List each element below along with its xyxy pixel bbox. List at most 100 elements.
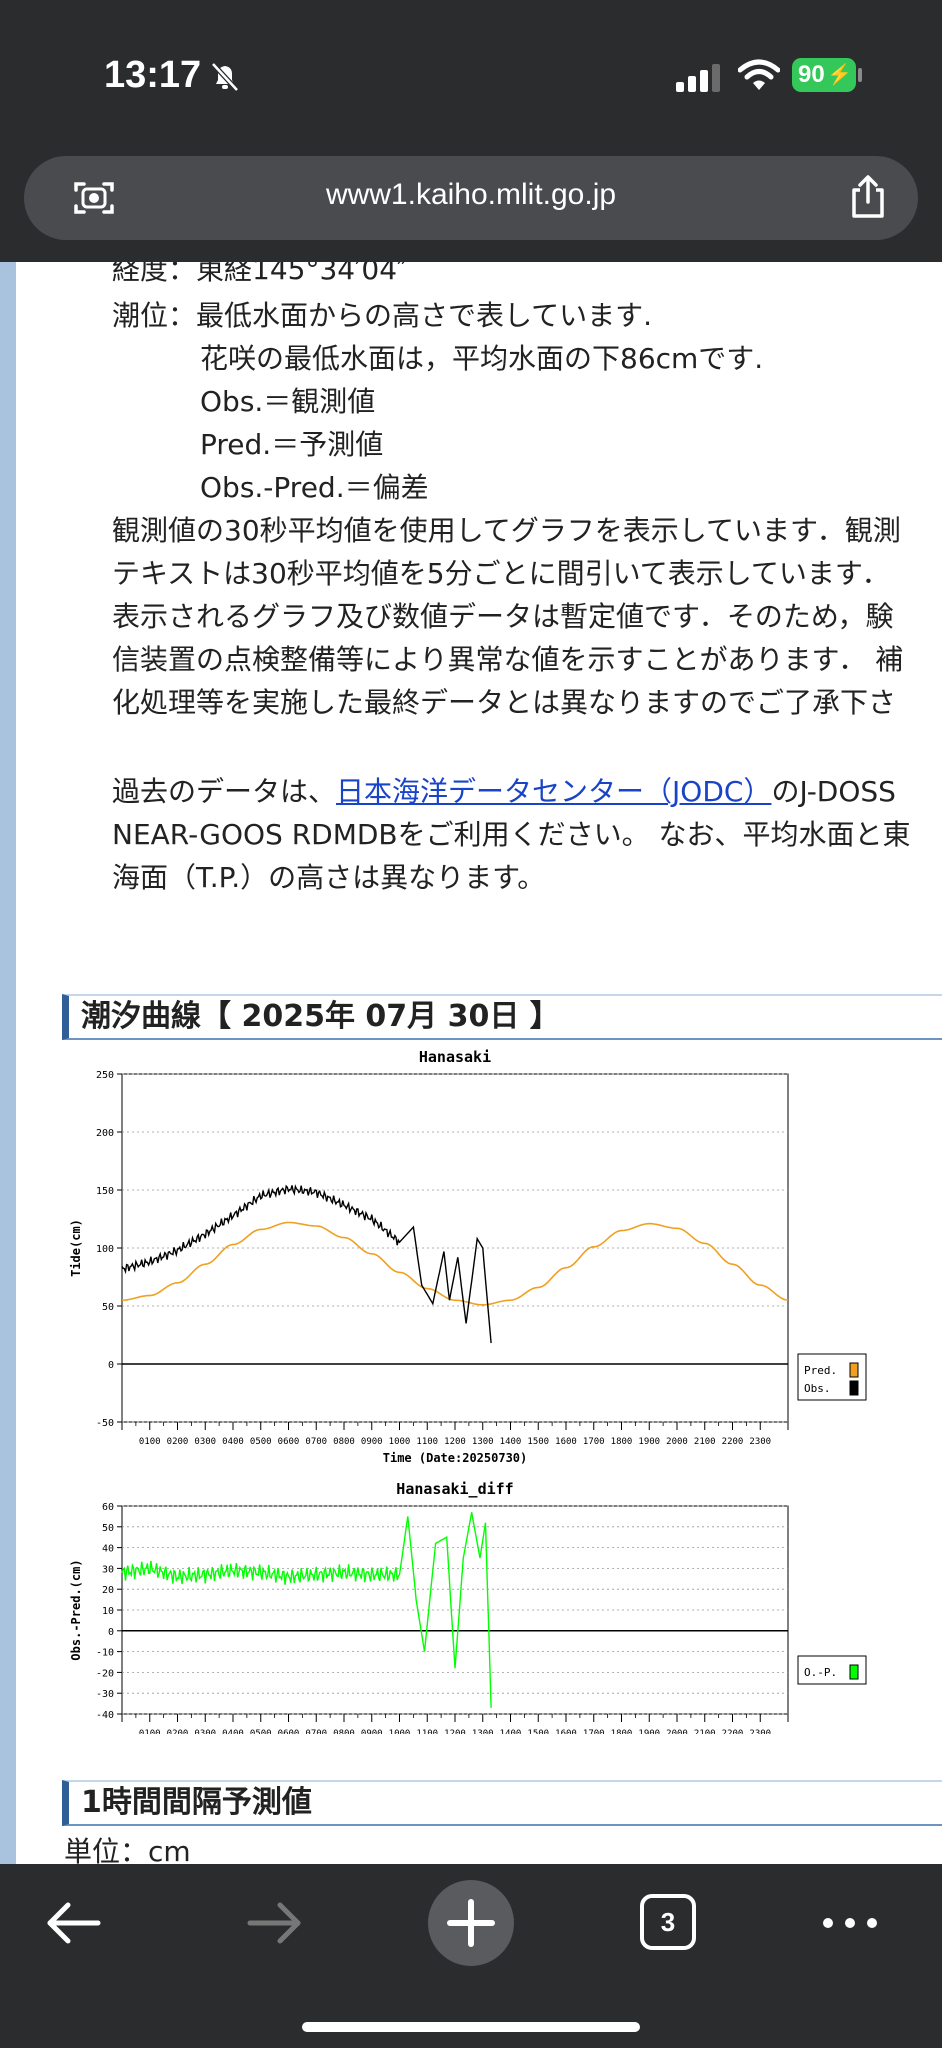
legend-label: Obs. [804, 1382, 831, 1395]
y-tick-label: 20 [102, 1585, 114, 1596]
web-content: 経度：東経145°34′04″ 潮位：最低水面からの高さで表しています. 花咲の… [0, 262, 942, 1864]
x-tick-label: 1600 [555, 1437, 577, 1447]
x-tick-label: 0600 [278, 1729, 300, 1734]
series-line-op [121, 1512, 492, 1708]
browser-top-bar: 13:17 90 ⚡ www1.kaiho.mlit.go.jp [0, 0, 942, 262]
x-tick-label: 1400 [500, 1729, 522, 1734]
cellular-signal-icon [676, 64, 720, 92]
series-line-pred [121, 1221, 789, 1306]
more-options-icon[interactable] [820, 1908, 880, 1938]
x-tick-label: 2000 [666, 1729, 688, 1734]
chart-title: Hanasaki [419, 1048, 491, 1066]
chart-title: Hanasaki_diff [396, 1480, 513, 1498]
past-data-suffix: のJ-DOSS [771, 775, 896, 808]
x-tick-label: 2200 [722, 1437, 744, 1447]
x-tick-label: 1300 [472, 1729, 494, 1734]
y-tick-label: -20 [96, 1668, 114, 1679]
y-tick-label: 200 [96, 1128, 114, 1139]
series-line-obs [121, 1184, 492, 1344]
tide-chart: Hanasaki -50 0 50 100 150 200 250 0100 0200 0300 04… [69, 1048, 867, 1734]
x-tick-label: 0300 [194, 1437, 216, 1447]
y-tick-label: 50 [102, 1523, 114, 1534]
x-tick-label: 2100 [694, 1437, 716, 1447]
x-tick-label: 1700 [583, 1437, 605, 1447]
share-icon[interactable] [848, 174, 888, 220]
tabs-button[interactable]: 3 [640, 1894, 696, 1950]
x-tick-label: 0200 [167, 1437, 189, 1447]
past-data-line-2: NEAR-GOOS RDMDBをご利用ください。 なお、平均水面と東 [112, 818, 911, 851]
note-line-5: 化処理等を実施した最終データとは異なりますのでご了承下さ [112, 686, 897, 719]
y-tick-label: 40 [102, 1544, 114, 1555]
tide-curve-heading: 潮汐曲線【 2025年 07月 30日 】 [62, 994, 942, 1040]
legend-swatch [849, 1362, 859, 1378]
y-tick-label: 0 [108, 1627, 114, 1638]
battery-cap [858, 68, 862, 82]
y-axis-label: Obs.-Pred.(cm) [69, 1559, 83, 1660]
x-tick-label: 2300 [749, 1437, 771, 1447]
tide-description-2: 花咲の最低水面は，平均水面の下86cmです. [200, 342, 764, 375]
x-tick-label: 0500 [250, 1437, 272, 1447]
y-tick-label: 250 [96, 1070, 114, 1081]
x-tick-label: 0900 [361, 1729, 383, 1734]
x-tick-label: 1800 [611, 1729, 633, 1734]
x-tick-label: 1300 [472, 1437, 494, 1447]
legend-swatch [849, 1380, 859, 1396]
y-tick-label: 10 [102, 1606, 114, 1617]
jodc-link[interactable]: 日本海洋データセンター（JODC） [336, 775, 772, 808]
y-tick-label: -50 [96, 1418, 114, 1429]
url-text[interactable]: www1.kaiho.mlit.go.jp [325, 178, 617, 211]
status-time: 13:17 [104, 54, 202, 96]
x-tick-label: 1200 [444, 1729, 466, 1734]
x-tick-label: 0700 [305, 1729, 327, 1734]
x-tick-label: 0100 [139, 1729, 161, 1734]
x-tick-label: 1000 [389, 1729, 411, 1734]
x-tick-label: 0800 [333, 1437, 355, 1447]
past-data-line-1: 過去のデータは、日本海洋データセンター（JODC）のJ-DOSS [112, 770, 896, 810]
forward-arrow-icon[interactable] [244, 1900, 304, 1946]
tide-description-1: 潮位：最低水面からの高さで表しています. [112, 299, 653, 332]
y-tick-label: 30 [102, 1564, 114, 1575]
x-tick-label: 1500 [527, 1729, 549, 1734]
x-tick-label: 0200 [167, 1729, 189, 1734]
back-arrow-icon[interactable] [44, 1900, 104, 1946]
x-tick-label: 0700 [305, 1437, 327, 1447]
x-tick-label: 0600 [278, 1437, 300, 1447]
note-line-4: 信装置の点検整備等により異常な値を示すことがあります． 補 [112, 643, 904, 676]
x-tick-label: 2200 [722, 1729, 744, 1734]
charging-bolt-icon: ⚡ [827, 64, 852, 86]
plus-icon [447, 1899, 495, 1947]
x-tick-label: 0100 [139, 1437, 161, 1447]
address-bar[interactable]: www1.kaiho.mlit.go.jp [24, 156, 918, 240]
note-line-1: 観測値の30秒平均値を使用してグラフを表示しています．観測 [112, 514, 901, 547]
left-frame-stripe [0, 262, 16, 1864]
camera-scan-icon[interactable] [72, 178, 116, 218]
y-tick-label: -40 [96, 1710, 114, 1721]
x-tick-label: 1600 [555, 1729, 577, 1734]
x-tick-label: 0500 [250, 1729, 272, 1734]
legend-swatch [849, 1664, 859, 1680]
x-tick-label: 1800 [611, 1437, 633, 1447]
x-tick-label: 0400 [222, 1729, 244, 1734]
x-tick-label: 1700 [583, 1729, 605, 1734]
y-axis-label: Tide(cm) [69, 1219, 83, 1277]
y-tick-label: 150 [96, 1186, 114, 1197]
note-line-3: 表示されるグラフ及び数値データは暫定値です．そのため，験 [112, 600, 894, 633]
y-tick-label: 100 [96, 1244, 114, 1255]
note-line-2: テキストは30秒平均値を5分ごとに間引いて表示しています． [112, 557, 890, 590]
battery-level: 90 [798, 61, 825, 88]
legend-label: Pred. [804, 1364, 837, 1377]
x-tick-label: 0300 [194, 1729, 216, 1734]
x-tick-label: 1100 [416, 1437, 438, 1447]
unit-label: 単位：cm [64, 1835, 191, 1864]
x-tick-label: 0400 [222, 1437, 244, 1447]
x-tick-label: 2100 [694, 1729, 716, 1734]
x-tick-label: 2000 [666, 1437, 688, 1447]
x-tick-label: 1400 [500, 1437, 522, 1447]
bell-muted-icon [211, 62, 239, 92]
x-tick-label: 0900 [361, 1437, 383, 1447]
x-tick-label: 1500 [527, 1437, 549, 1447]
new-tab-button[interactable] [428, 1880, 514, 1966]
x-axis-label: Time (Date:20250730) [383, 1451, 528, 1465]
browser-bottom-toolbar: 3 [0, 1864, 942, 2048]
x-tick-label: 0800 [333, 1729, 355, 1734]
